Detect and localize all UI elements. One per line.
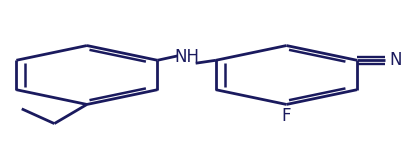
Text: NH: NH	[174, 48, 199, 66]
Text: F: F	[281, 107, 290, 125]
Text: N: N	[389, 51, 401, 69]
